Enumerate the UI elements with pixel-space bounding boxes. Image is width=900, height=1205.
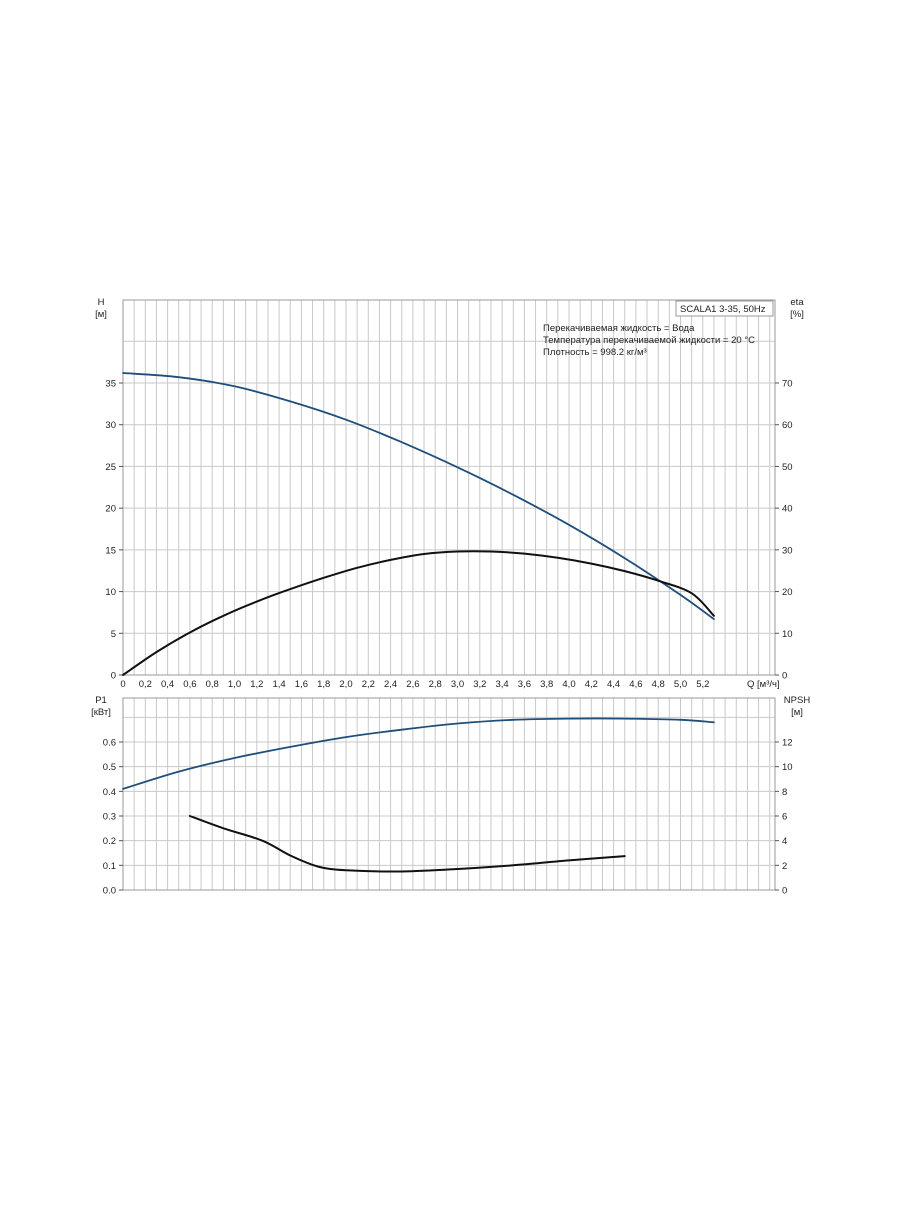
info-line-density: Плотность = 998.2 кг/м³	[543, 347, 647, 358]
x-tick-label: 3,0	[451, 679, 464, 690]
y-left-tick-label: 20	[105, 504, 116, 515]
x-tick-label: 1,8	[317, 679, 330, 690]
x-axis-title: Q [м³/ч]	[747, 679, 780, 690]
x-tick-label: 4,8	[652, 679, 665, 690]
y-right-tick-label: 12	[782, 738, 793, 749]
x-tick-label: 4,6	[629, 679, 642, 690]
y-left-axis-unit: [м]	[95, 309, 107, 320]
x-tick-label: 0,4	[161, 679, 174, 690]
y-right-tick-label: 10	[782, 629, 793, 640]
y-right-tick-label: 6	[782, 812, 787, 823]
y-left-tick-label: 0	[111, 671, 116, 682]
x-tick-label: 4,4	[607, 679, 620, 690]
bottom-series-1-line	[188, 815, 626, 873]
info-line-fluid: Перекачиваемая жидкость = Вода	[543, 323, 695, 334]
x-tick-label: 3,2	[473, 679, 486, 690]
y-right-axis-title: eta	[790, 297, 804, 308]
legend-box: SCALA1 3-35, 50Hz Перекачиваемая жидкост…	[543, 300, 774, 358]
y-left-tick-label: 15	[105, 545, 116, 556]
x-tick-label: 2,4	[384, 679, 397, 690]
top-series-0-line	[122, 372, 715, 620]
y-left-tick-label: 10	[105, 587, 116, 598]
model-label: SCALA1 3-35, 50Hz	[680, 304, 766, 315]
y-right-tick-label: 20	[782, 587, 793, 598]
info-line-temperature: Температура перекачиваемой жидкости = 20…	[543, 335, 755, 346]
y-right-axis-title: NPSH	[784, 695, 811, 706]
x-tick-label: 0	[120, 679, 125, 690]
y-left-tick-label: 0.4	[103, 787, 116, 798]
x-tick-label: 1,4	[272, 679, 285, 690]
x-tick-label: 3,4	[495, 679, 508, 690]
x-tick-label: 0,8	[206, 679, 219, 690]
y-left-tick-label: 30	[105, 420, 116, 431]
y-right-axis-unit: [м]	[791, 707, 803, 718]
label-layer: 05101520253035010203040506070H[м]eta[%]0…	[91, 297, 810, 897]
x-tick-label: 5,0	[674, 679, 687, 690]
y-left-axis-title: P1	[95, 695, 107, 706]
x-tick-label: 1,0	[228, 679, 241, 690]
y-right-tick-label: 30	[782, 545, 793, 556]
y-right-tick-label: 0	[782, 671, 787, 682]
x-tick-label: 2,0	[339, 679, 352, 690]
y-left-tick-label: 0.1	[103, 861, 116, 872]
plot-frame-bottom	[122, 697, 776, 891]
bottom-series-0-line	[122, 717, 715, 790]
y-left-tick-label: 0.0	[103, 886, 116, 897]
x-tick-label: 0,2	[139, 679, 152, 690]
y-left-tick-label: 35	[105, 379, 116, 390]
x-tick-label: 4,0	[562, 679, 575, 690]
y-right-tick-label: 0	[782, 886, 787, 897]
x-tick-label: 4,2	[585, 679, 598, 690]
x-tick-label: 2,8	[429, 679, 442, 690]
y-right-tick-label: 40	[782, 504, 793, 515]
y-right-tick-label: 60	[782, 420, 793, 431]
y-right-tick-label: 4	[782, 836, 787, 847]
grid-layer	[123, 300, 775, 890]
y-left-tick-label: 0.3	[103, 812, 116, 823]
y-right-tick-label: 50	[782, 462, 793, 473]
plot-frame-top	[122, 299, 776, 676]
series-layer	[122, 372, 715, 873]
y-left-tick-label: 0.6	[103, 738, 116, 749]
y-left-axis-title: H	[98, 297, 105, 308]
x-tick-label: 2,6	[406, 679, 419, 690]
y-right-axis-unit: [%]	[790, 309, 804, 320]
x-tick-label: 1,6	[295, 679, 308, 690]
x-tick-label: 3,8	[540, 679, 553, 690]
model-label-frame	[675, 300, 774, 317]
y-right-tick-label: 70	[782, 379, 793, 390]
x-tick-label: 5,2	[696, 679, 709, 690]
x-tick-label: 3,6	[518, 679, 531, 690]
top-series-1-line	[122, 550, 715, 676]
x-tick-label: 1,2	[250, 679, 263, 690]
y-left-tick-label: 0.2	[103, 836, 116, 847]
y-left-tick-label: 0.5	[103, 762, 116, 773]
y-left-axis-unit: [кВт]	[91, 707, 111, 718]
y-right-tick-label: 10	[782, 762, 793, 773]
x-tick-label: 0,6	[183, 679, 196, 690]
y-left-tick-label: 5	[111, 629, 116, 640]
frame-layer	[119, 299, 779, 891]
y-right-tick-label: 2	[782, 861, 787, 872]
x-tick-label: 2,2	[362, 679, 375, 690]
y-left-tick-label: 25	[105, 462, 116, 473]
y-right-tick-label: 8	[782, 787, 787, 798]
